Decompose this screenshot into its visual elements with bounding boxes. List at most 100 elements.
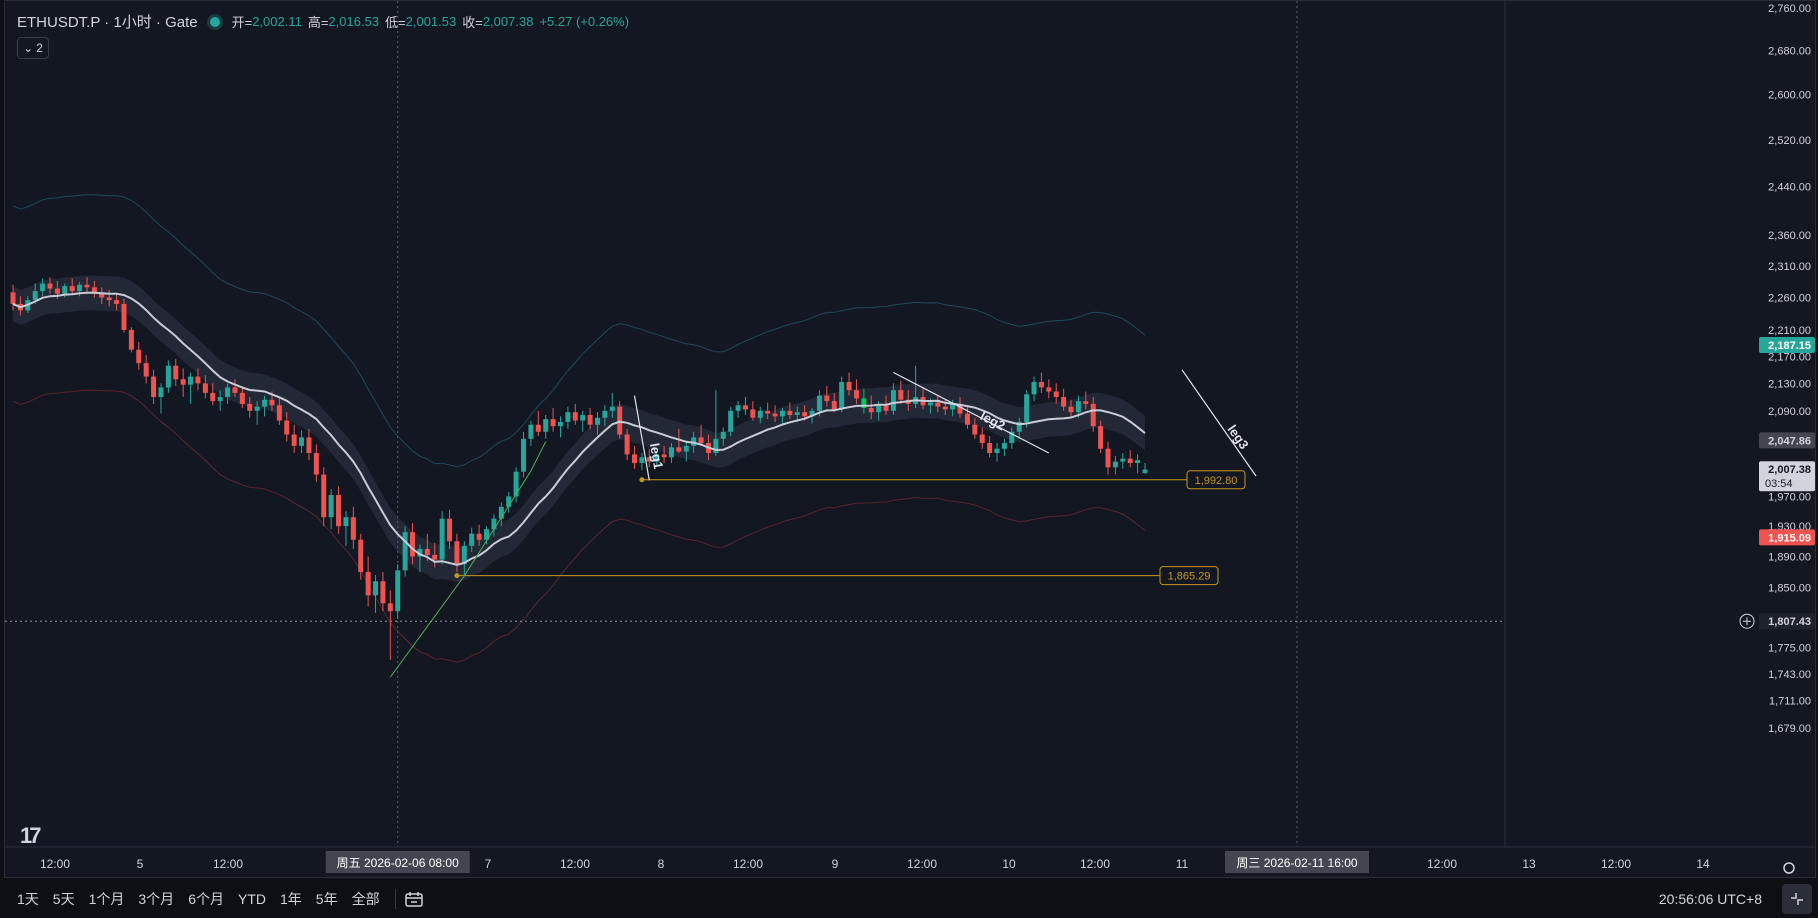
candle-body[interactable] (128, 329, 134, 350)
leg-line-1[interactable] (633, 395, 650, 481)
candle-body[interactable] (91, 287, 97, 294)
candle-body[interactable] (639, 457, 645, 464)
candle-body[interactable] (1009, 431, 1015, 444)
candle-body[interactable] (328, 494, 334, 518)
candle-body[interactable] (269, 399, 275, 406)
candle-body[interactable] (69, 286, 75, 292)
candle-body[interactable] (994, 448, 1000, 454)
candle-body[interactable] (1016, 421, 1022, 432)
candle-body[interactable] (1120, 458, 1126, 462)
candle-body[interactable] (521, 438, 527, 472)
candle-body[interactable] (950, 403, 956, 410)
candle-body[interactable] (1046, 387, 1052, 392)
candle-body[interactable] (809, 410, 815, 417)
candle-body[interactable] (291, 434, 297, 446)
candle-body[interactable] (1075, 401, 1081, 413)
candle-body[interactable] (550, 419, 556, 427)
candle-body[interactable] (439, 518, 445, 560)
candle-body[interactable] (77, 284, 83, 292)
candle-body[interactable] (868, 408, 874, 413)
range-button-6[interactable]: 1年 (279, 891, 302, 907)
leg-line-3[interactable] (1181, 369, 1257, 477)
candle-body[interactable] (535, 424, 541, 432)
candle-body[interactable] (99, 293, 105, 298)
candle-body[interactable] (247, 403, 253, 411)
candle-body[interactable] (143, 363, 149, 377)
range-button-7[interactable]: 5年 (315, 891, 338, 907)
candle-body[interactable] (735, 405, 741, 411)
candle-body[interactable] (876, 405, 882, 413)
settings-gear-icon[interactable] (1783, 862, 1795, 874)
candle-body[interactable] (572, 412, 578, 421)
trend-line[interactable] (389, 441, 547, 678)
candle-body[interactable] (284, 420, 290, 435)
candle-body[interactable] (787, 410, 793, 415)
candle-body[interactable] (824, 395, 830, 402)
candle-body[interactable] (1053, 391, 1059, 398)
candle-body[interactable] (469, 533, 475, 546)
candle-body[interactable] (565, 412, 571, 422)
candle-body[interactable] (558, 421, 564, 427)
candle-body[interactable] (358, 539, 364, 572)
candle-body[interactable] (698, 437, 704, 444)
candle-body[interactable] (410, 532, 416, 557)
range-button-3[interactable]: 3个月 (138, 891, 175, 907)
add-alert-icon[interactable] (1739, 613, 1755, 629)
candle-body[interactable] (898, 390, 904, 400)
candle-body[interactable] (543, 419, 549, 432)
candle-body[interactable] (728, 410, 734, 432)
tradingview-logo[interactable]: 17 (20, 823, 42, 848)
candle-body[interactable] (661, 454, 667, 458)
candle-body[interactable] (757, 410, 763, 418)
symbol-title[interactable]: ETHUSDT.P · 1小时 · Gate (17, 14, 198, 31)
candle-body[interactable] (1142, 469, 1148, 474)
candle-body[interactable] (779, 410, 785, 417)
candle-body[interactable] (683, 445, 689, 452)
candle-body[interactable] (254, 406, 260, 411)
candle-body[interactable] (1105, 448, 1111, 468)
candle-body[interactable] (32, 291, 38, 301)
candle-body[interactable] (106, 297, 112, 301)
candle-body[interactable] (165, 365, 171, 388)
candle-body[interactable] (742, 405, 748, 410)
candle-body[interactable] (1024, 394, 1030, 422)
candle-body[interactable] (1031, 381, 1037, 395)
candle-body[interactable] (40, 283, 46, 292)
candle-body[interactable] (883, 405, 889, 411)
candle-body[interactable] (491, 518, 497, 530)
candle-body[interactable] (365, 571, 371, 596)
candle-body[interactable] (336, 494, 342, 527)
candle-body[interactable] (484, 529, 490, 540)
candle-body[interactable] (343, 517, 349, 527)
candle-body[interactable] (1061, 397, 1067, 407)
candle-body[interactable] (1001, 443, 1007, 449)
candle-body[interactable] (1127, 458, 1133, 464)
candle-body[interactable] (387, 603, 393, 612)
candle-body[interactable] (617, 406, 623, 435)
candle-body[interactable] (136, 349, 142, 364)
candle-body[interactable] (654, 454, 660, 462)
candle-body[interactable] (1090, 403, 1096, 427)
candle-body[interactable] (890, 390, 896, 411)
candle-body[interactable] (772, 413, 778, 417)
candle-body[interactable] (861, 398, 867, 409)
candle-body[interactable] (380, 581, 386, 604)
candle-body[interactable] (506, 496, 512, 507)
range-button-4[interactable]: 6个月 (188, 891, 224, 907)
candle-body[interactable] (853, 390, 859, 399)
candle-body[interactable] (676, 447, 682, 452)
candle-body[interactable] (202, 383, 208, 393)
candle-body[interactable] (84, 284, 90, 288)
candle-body[interactable] (972, 424, 978, 435)
candle-body[interactable] (846, 381, 852, 391)
candle-body[interactable] (713, 438, 719, 454)
candle-body[interactable] (794, 412, 800, 415)
candle-body[interactable] (47, 283, 53, 289)
candle-body[interactable] (210, 392, 216, 402)
candle-body[interactable] (498, 506, 504, 519)
candle-body[interactable] (979, 434, 985, 444)
price-chart[interactable]: 1,992.801,865.29leg1leg2leg32,760.002,68… (5, 1, 1815, 877)
candle-body[interactable] (646, 457, 652, 462)
candle-body[interactable] (54, 288, 60, 294)
candle-body[interactable] (447, 518, 453, 542)
